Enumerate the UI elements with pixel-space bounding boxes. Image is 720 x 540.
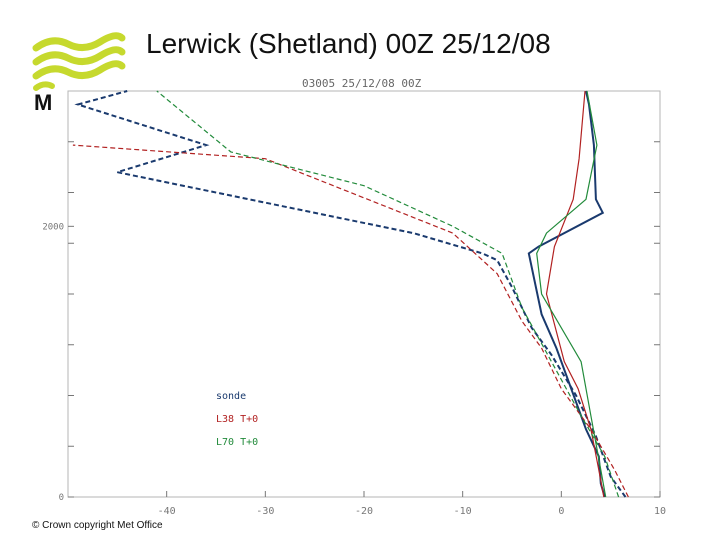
logo-letter: M [34,90,52,115]
slide-title: Lerwick (Shetland) 00Z 25/12/08 [146,28,551,59]
chart-title: 03005 25/12/08 00Z [302,77,422,90]
logo-waves [32,32,126,91]
y-tick-label: 0 [59,493,64,503]
x-tick-label: -20 [355,506,373,517]
y-tick-label: 2000 [42,222,64,232]
legend-entry-sonde: sonde [216,391,246,402]
met-office-logo: M [32,32,126,115]
series-layer [72,90,629,498]
legend-entry-l70: L70 T+0 [216,437,258,448]
plot-frame [67,90,661,498]
series-l70-dewpoint-line [156,90,620,498]
series-l38-temperature-line [545,90,605,498]
series-sonde-temperature-line [527,90,606,498]
x-tick-label: -30 [256,506,274,517]
x-tick-label: 0 [558,506,564,517]
series-sonde-dewpoint-line [74,90,627,498]
x-tick-label: -10 [454,506,472,517]
x-tick-label: 10 [654,506,666,517]
legend-entry-l38: L38 T+0 [216,414,258,425]
series-l38-dewpoint-line [72,144,629,498]
axis-ticks: -40 -30 -20 -10 0 10 0 2000 [42,141,666,517]
legend: sonde L38 T+0 L70 T+0 [216,391,258,448]
copyright-notice: © Crown copyright Met Office [32,520,163,531]
series-l70-temperature-line [536,90,607,498]
x-tick-label: -40 [158,506,176,517]
